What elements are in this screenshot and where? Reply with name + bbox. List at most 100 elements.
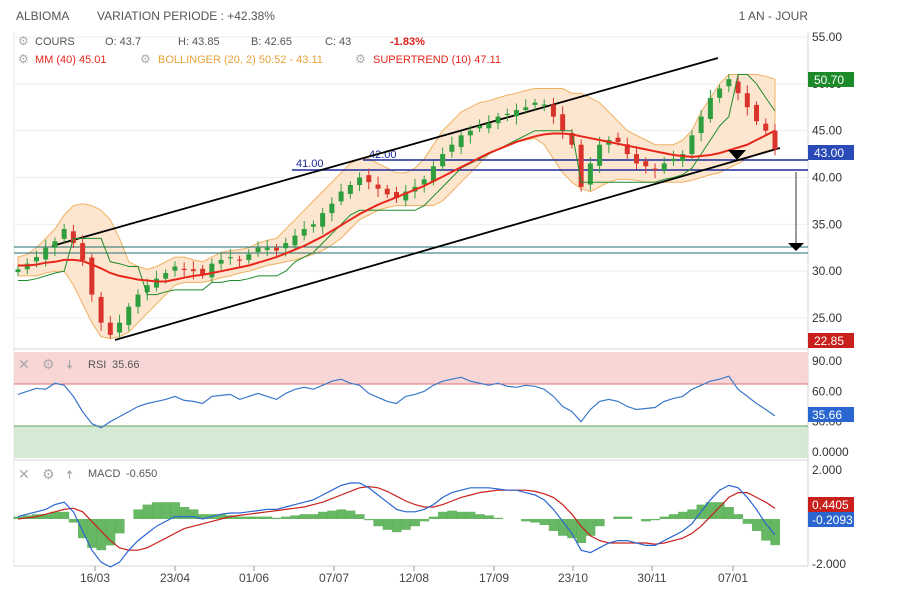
high-price-badge-text: 50.70 — [814, 73, 844, 87]
macd-histogram-bar — [447, 510, 457, 519]
channel-lower-line[interactable] — [114, 147, 781, 341]
macd-close-icon[interactable]: ✕ — [18, 466, 30, 482]
level-42-label: 42.00 — [369, 149, 397, 161]
x-tick-label: 30/11 — [637, 571, 666, 585]
rsi-move-down-icon[interactable]: 🠇 — [66, 357, 73, 372]
macd-histogram-bar — [770, 519, 781, 546]
macd-histogram-bar — [650, 519, 661, 521]
candle-up — [689, 135, 695, 155]
x-tick-label: 07/01 — [718, 571, 748, 585]
macd-histogram-bar — [87, 519, 97, 548]
ma-gear-icon[interactable]: ⚙ — [18, 52, 29, 66]
macd-gear-icon[interactable]: ⚙ — [42, 466, 55, 482]
cours-gear-icon[interactable]: ⚙ — [18, 34, 29, 48]
macd-line — [17, 482, 776, 568]
candle-up — [135, 294, 141, 307]
candle-down — [735, 81, 741, 94]
rsi-gear-icon[interactable]: ⚙ — [42, 356, 55, 372]
macd-histogram-bar — [271, 517, 282, 519]
candle-up — [467, 130, 473, 136]
low-price-badge — [808, 333, 854, 348]
level-41-label: 41.00 — [296, 158, 324, 170]
macd-histogram-bar — [659, 516, 670, 519]
candle-down — [366, 175, 372, 183]
candle-up — [283, 243, 289, 249]
candle-down — [754, 104, 760, 122]
macd-histogram-bar — [594, 519, 605, 527]
horizontal-levels — [14, 159, 808, 254]
macd-histogram-bar — [151, 502, 162, 519]
macd-histogram-bar — [622, 516, 633, 519]
macd-histogram-bar — [687, 509, 697, 519]
macd-histogram-bar — [373, 519, 384, 527]
macd-histogram-bar — [96, 519, 107, 551]
candle-up — [61, 229, 67, 239]
rsi-label: RSI — [88, 359, 106, 371]
cours-label: COURS — [35, 36, 75, 48]
macd-histogram-bar — [567, 519, 577, 539]
change-value: -1.83% — [390, 36, 425, 48]
macd-histogram-bar — [465, 511, 476, 519]
supertrend-gear-icon[interactable]: ⚙ — [355, 52, 366, 66]
candle-down — [634, 154, 640, 164]
rsi-close-icon[interactable]: ✕ — [18, 356, 30, 372]
macd-histogram-bar — [585, 519, 596, 536]
macd-histogram-bar — [253, 516, 264, 519]
macd-histogram-bar — [391, 519, 402, 533]
macd-histogram-bar — [558, 519, 568, 536]
macd-histogram-bar — [142, 504, 153, 519]
macd-histogram — [13, 502, 781, 551]
candle-down — [643, 161, 649, 167]
candle-down — [98, 296, 104, 323]
candlesticks — [15, 73, 778, 339]
macd-badge — [808, 512, 854, 527]
candle-down — [578, 144, 584, 187]
candle-up — [329, 203, 335, 214]
price-tick-label: 35.00 — [812, 217, 842, 231]
macd-move-up-icon[interactable]: 🠅 — [66, 467, 73, 482]
macd-histogram-bar — [742, 519, 753, 524]
price-tick-label: 40.00 — [812, 171, 842, 185]
candle-up — [670, 158, 676, 162]
ma-legend: MM (40) 45.01 — [35, 54, 107, 66]
macd-histogram-bar — [724, 507, 734, 519]
macd-histogram-bar — [327, 510, 337, 519]
macd-axis-bottom: -2.000 — [812, 557, 846, 571]
x-tick-label: 16/03 — [80, 571, 110, 585]
high-value: H: 43.85 — [178, 36, 220, 48]
candle-down — [190, 269, 196, 272]
macd-histogram-bar — [382, 519, 393, 530]
macd-histogram-bar — [456, 511, 467, 519]
macd-histogram-bar — [576, 519, 587, 543]
macd-histogram-bar — [484, 515, 494, 519]
macd-histogram-bar — [262, 516, 273, 519]
candle-up — [587, 163, 593, 185]
candle-down — [615, 137, 621, 142]
macd-histogram-bar — [345, 510, 356, 519]
macd-histogram-bar — [68, 519, 79, 523]
bollinger-gear-icon[interactable]: ⚙ — [140, 52, 151, 66]
macd-axis-top: 2.000 — [812, 463, 842, 477]
candle-up — [347, 184, 353, 194]
macd-histogram-bar — [364, 519, 374, 521]
macd-histogram-bar — [59, 511, 70, 519]
macd-signal-badge-text: 0.4405 — [812, 498, 849, 512]
ticker-title: ALBIOMA — [16, 9, 69, 23]
macd-histogram-bar — [438, 511, 448, 519]
macd-histogram-bar — [336, 509, 347, 519]
macd-histogram-bar — [548, 519, 559, 531]
candle-up — [532, 102, 538, 105]
macd-histogram-bar — [216, 514, 227, 519]
candle-up — [43, 247, 49, 260]
channel-upper-line[interactable] — [51, 57, 719, 247]
macd-histogram-bar — [114, 519, 125, 534]
macd-label: MACD — [88, 468, 120, 480]
candle-up — [15, 269, 21, 273]
candle-up — [310, 224, 316, 227]
period-selector[interactable]: 1 AN - JOUR — [739, 9, 809, 23]
candle-up — [33, 257, 39, 262]
macd-histogram-bar — [78, 519, 88, 539]
x-axis: 16/03 23/04 01/06 07/07 12/08 17/09 23/10 30/11… — [80, 566, 748, 585]
candle-up — [117, 322, 123, 333]
